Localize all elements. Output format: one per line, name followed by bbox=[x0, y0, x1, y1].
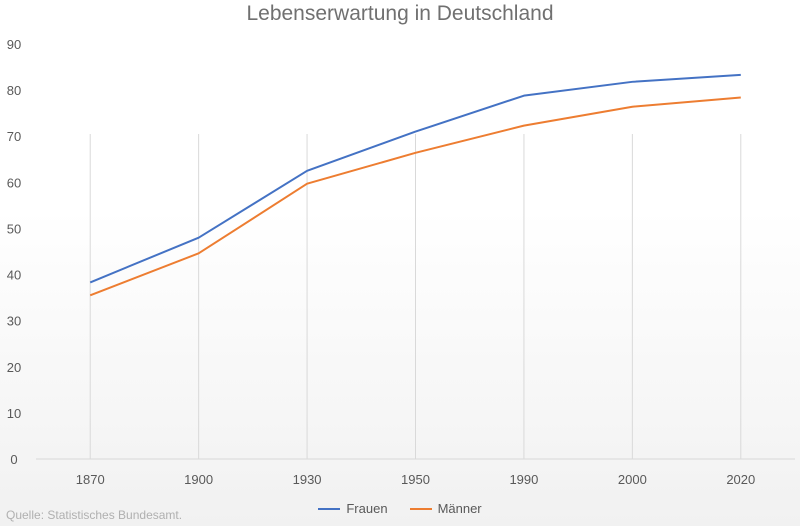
x-tick-label: 2000 bbox=[618, 472, 647, 487]
x-tick-label: 1900 bbox=[184, 472, 213, 487]
legend-item-frauen: Frauen bbox=[318, 501, 388, 516]
y-tick-label: 60 bbox=[7, 175, 21, 190]
y-tick-label: 90 bbox=[7, 37, 21, 52]
y-tick-label: 30 bbox=[7, 314, 21, 329]
legend-swatch-maenner bbox=[409, 507, 432, 510]
chart-title: Lebenserwartung in Deutschland bbox=[246, 2, 554, 25]
legend-label-maenner: Männer bbox=[437, 501, 482, 516]
y-tick-label: 50 bbox=[7, 221, 21, 236]
y-tick-label: 10 bbox=[7, 406, 21, 421]
x-tick-label: 1930 bbox=[293, 472, 322, 487]
y-tick-label: 0 bbox=[10, 452, 17, 467]
legend-label-frauen: Frauen bbox=[346, 501, 388, 516]
source-note: Quelle: Statistisches Bundesamt. bbox=[6, 508, 183, 522]
x-tick-label: 1870 bbox=[76, 472, 105, 487]
x-tick-label: 1950 bbox=[401, 472, 430, 487]
y-tick-label: 80 bbox=[7, 83, 21, 98]
y-tick-label: 70 bbox=[7, 129, 21, 144]
y-tick-label: 40 bbox=[7, 268, 21, 283]
x-tick-label: 2020 bbox=[726, 472, 755, 487]
x-tick-label: 1990 bbox=[509, 472, 538, 487]
legend: Frauen Männer bbox=[0, 501, 800, 516]
legend-swatch-frauen bbox=[318, 507, 341, 510]
legend-item-maenner: Männer bbox=[409, 501, 482, 516]
y-tick-label: 20 bbox=[7, 360, 21, 375]
